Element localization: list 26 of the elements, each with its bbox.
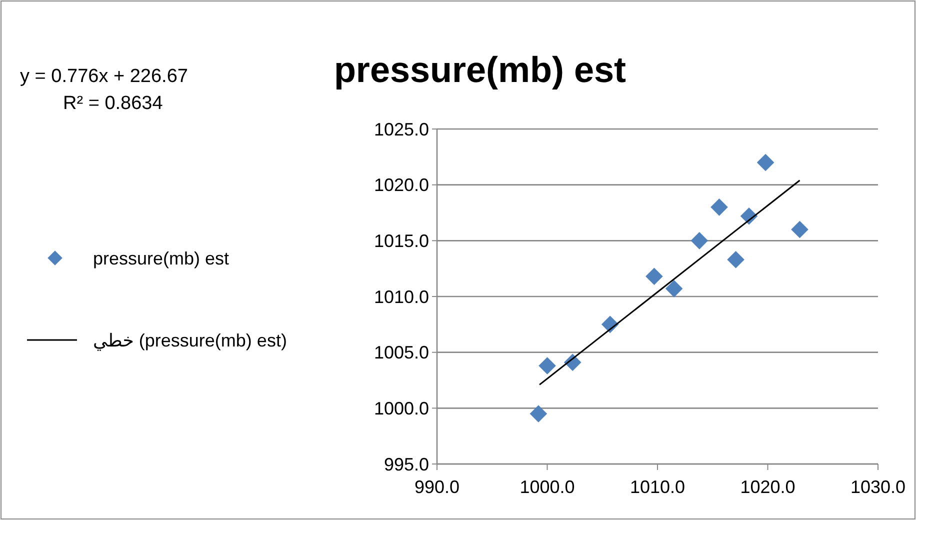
x-tick-label: 990.0	[414, 477, 460, 497]
y-tick-label: 1010.0	[374, 286, 429, 307]
text: R² = 0.8634	[63, 93, 164, 114]
y-tick-label: 1000.0	[374, 398, 429, 418]
point	[710, 198, 728, 216]
x-tick-label: 1000.0	[520, 477, 575, 497]
y-tick-label: 1005.0	[374, 342, 429, 363]
point	[530, 405, 548, 422]
point	[690, 232, 708, 250]
x-tick-label: 1020.0	[740, 477, 796, 497]
legend-label: خطي (pressure(mb) est)	[93, 330, 287, 352]
point	[727, 250, 744, 268]
y-tick-label: 995.0	[384, 454, 429, 474]
y-tick-label: 1015.0	[374, 230, 429, 251]
x-tick-label: 1010.0	[630, 477, 686, 497]
chart-title: pressure(mb) est	[334, 49, 626, 90]
y-tick-label: 1020.0	[374, 175, 429, 196]
y-tick-label: 1025.0	[374, 119, 429, 140]
point	[646, 268, 663, 286]
point	[791, 220, 808, 238]
point	[538, 357, 556, 374]
text: y = 0.776x + 226.67	[20, 66, 188, 87]
x-tick-label: 1030.0	[850, 477, 906, 497]
point	[756, 154, 774, 172]
legend-label: pressure(mb) est	[93, 248, 230, 268]
point	[665, 280, 683, 298]
